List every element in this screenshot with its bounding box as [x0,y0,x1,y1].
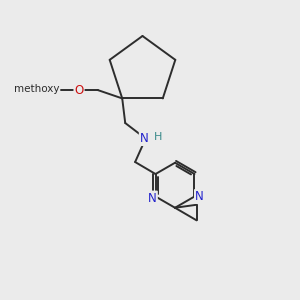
Text: N: N [148,191,157,205]
Text: methoxy: methoxy [14,83,59,94]
Text: H: H [154,132,162,142]
Text: N: N [140,132,148,145]
Text: O: O [74,83,84,97]
Text: N: N [195,190,204,203]
